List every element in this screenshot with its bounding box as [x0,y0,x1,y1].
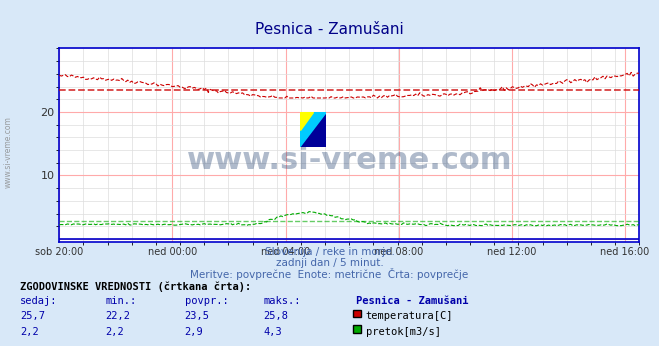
Text: www.si-vreme.com: www.si-vreme.com [186,146,512,175]
Text: povpr.:: povpr.: [185,296,228,306]
Polygon shape [300,112,326,147]
Text: 25,8: 25,8 [264,311,289,321]
Text: Pesnica - Zamušani: Pesnica - Zamušani [255,22,404,37]
Polygon shape [300,112,313,130]
Polygon shape [300,112,326,147]
Text: zadnji dan / 5 minut.: zadnji dan / 5 minut. [275,258,384,268]
Text: 22,2: 22,2 [105,311,130,321]
Text: 2,2: 2,2 [20,327,38,337]
Text: min.:: min.: [105,296,136,306]
Text: maks.:: maks.: [264,296,301,306]
Text: www.si-vreme.com: www.si-vreme.com [3,116,13,188]
Text: 2,2: 2,2 [105,327,124,337]
Text: Pesnica - Zamušani: Pesnica - Zamušani [356,296,469,306]
Text: Meritve: povprečne  Enote: metrične  Črta: povprečje: Meritve: povprečne Enote: metrične Črta:… [190,268,469,280]
Text: pretok[m3/s]: pretok[m3/s] [366,327,441,337]
Text: 4,3: 4,3 [264,327,282,337]
Text: ZGODOVINSKE VREDNOSTI (črtkana črta):: ZGODOVINSKE VREDNOSTI (črtkana črta): [20,282,251,292]
Text: sedaj:: sedaj: [20,296,57,306]
Text: Slovenija / reke in morje.: Slovenija / reke in morje. [264,247,395,257]
Text: 25,7: 25,7 [20,311,45,321]
Text: 23,5: 23,5 [185,311,210,321]
Text: temperatura[C]: temperatura[C] [366,311,453,321]
Text: 2,9: 2,9 [185,327,203,337]
